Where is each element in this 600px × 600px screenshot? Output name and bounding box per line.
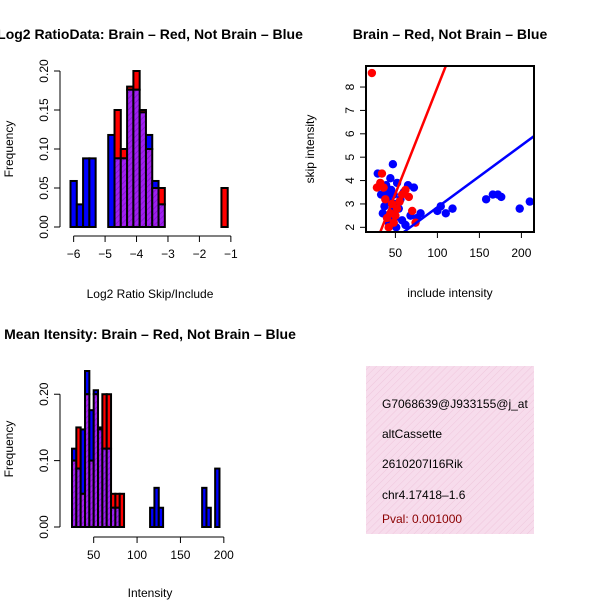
scatter-point-not-brain: [497, 192, 506, 202]
intensity-y-tick-label: 0.00: [37, 515, 51, 539]
info-gene-name: 2610207I16Rik: [382, 457, 464, 471]
scatter-point-brain: [377, 169, 387, 178]
ratio-bar-overlap: [157, 203, 166, 229]
scatter-point-brain: [389, 218, 398, 227]
scatter-fit-line-brain: [379, 66, 447, 232]
ratio-bar-brain: [157, 187, 166, 206]
scatter-y-tick-label: 7: [343, 107, 357, 114]
scatter-plot-frame: [365, 65, 535, 233]
gene-info-panel: G7068639@J933155@j_at altCassette 261020…: [366, 366, 534, 534]
scatter-point-brain: [401, 185, 410, 195]
ratio-x-tick-label: −1: [224, 247, 238, 261]
intensity-bar-not-brain: [157, 506, 165, 528]
info-panel-background: [366, 366, 534, 534]
scatter-point-brain: [404, 192, 414, 202]
ratio-y-label: Frequency: [2, 121, 16, 178]
scatter-x-tick-label: 200: [511, 246, 531, 260]
scatter-point-not-brain: [409, 183, 419, 192]
ratio-x-tick-label: −3: [161, 247, 175, 261]
scatter-y-tick-label: 4: [343, 177, 357, 184]
scatter-y-tick-label: 3: [343, 200, 357, 207]
ratio-bars: [69, 70, 229, 229]
ratio-y-tick-label: 0.00: [37, 215, 51, 239]
scatter-y-tick-label: 5: [343, 154, 357, 161]
scatter-point-brain: [392, 204, 402, 213]
intensity-y-tick-label: 0.20: [37, 382, 51, 406]
intensity-bar-brain: [118, 492, 126, 528]
scatter-point-brain: [391, 211, 400, 220]
scatter-x-tick-label: 150: [469, 246, 489, 260]
intensity-x-tick-label: 50: [87, 548, 101, 562]
info-event-id: G7068639@J933155@j_at: [382, 397, 528, 411]
scatter-point-not-brain: [416, 209, 425, 218]
intensity-axes: 50 100 150 200 0.00 0.10 0.20: [37, 382, 234, 562]
ratio-x-tick-label: −5: [98, 247, 112, 261]
scatter-marks: [367, 66, 534, 232]
ratio-bar-not-brain: [88, 157, 97, 228]
ratio-chart-title: Log2 RatioData: Brain – Red, Not Brain –…: [0, 26, 303, 42]
scatter-point-not-brain: [481, 195, 491, 204]
scatter-point-brain: [379, 183, 388, 192]
info-pval: Pval: 0.001000: [382, 512, 462, 526]
intensity-chart-title: Mean Itensity: Brain – Red, Not Brain – …: [4, 326, 296, 342]
scatter-point-brain: [367, 68, 377, 78]
ratio-bar-brain: [220, 187, 229, 228]
ratio-y-tick-label: 0.20: [37, 59, 51, 83]
ratio-y-tick-label: 0.15: [37, 98, 51, 122]
intensity-bar-not-brain: [205, 506, 212, 528]
scatter-point-not-brain: [515, 204, 524, 213]
scatter-point-brain: [381, 195, 390, 204]
intensity-y-tick-label: 0.10: [37, 449, 51, 473]
scatter-axes: 50 100 150 200 2 3 4 5 6 7 8: [343, 65, 535, 260]
scatter-point-brain: [395, 197, 404, 206]
scatter-y-label: skip intensity: [303, 115, 317, 184]
intensity-bar-overlap: [105, 447, 113, 529]
intensity-bars: [71, 370, 221, 529]
scatter-point-not-brain: [401, 220, 410, 230]
scatter-plot-area: [367, 66, 534, 232]
scatter-point-not-brain: [448, 204, 457, 213]
scatter-x-tick-label: 50: [389, 246, 403, 260]
info-event-type: altCassette: [382, 427, 442, 441]
ratio-bar-brain: [132, 70, 141, 91]
intensity-bar-not-brain: [214, 467, 221, 528]
ratio-bar-not-brain: [151, 179, 160, 189]
scatter-x-label: include intensity: [407, 286, 492, 300]
ratio-y-tick-label: 0.10: [37, 137, 51, 161]
scatter-fit-line-not-brain: [403, 135, 534, 232]
intensity-x-tick-label: 200: [214, 548, 234, 562]
ratio-x-tick-label: −4: [130, 247, 144, 261]
scatter-y-tick-label: 2: [343, 224, 357, 231]
intensity-bar-not-brain: [84, 370, 91, 396]
scatter-point-not-brain: [525, 197, 534, 206]
scatter-point-brain: [408, 206, 417, 216]
scatter-chart-title: Brain – Red, Not Brain – Blue: [353, 26, 548, 42]
info-locus: chr4.17418–1.6: [382, 488, 466, 502]
ratio-x-label: Log2 Ratio Skip/Include: [87, 287, 214, 301]
ratio-bar-not-brain: [144, 133, 154, 151]
mean-intensity-histogram-chart: Mean Itensity: Brain – Red, Not Brain – …: [2, 326, 296, 600]
intensity-y-label: Frequency: [2, 421, 16, 478]
intensity-bar-brain: [105, 393, 113, 450]
scatter-y-tick-label: 8: [343, 83, 357, 90]
intensity-scatter-chart: Brain – Red, Not Brain – Blue include in…: [303, 26, 547, 300]
scatter-point-not-brain: [388, 159, 398, 169]
intensity-x-label: Intensity: [128, 586, 173, 600]
ratio-x-tick-label: −2: [193, 247, 207, 261]
ratio-axes: −6 −5 −4 −3 −2 −1 0.00 0.05 0.10 0.15 0.20: [37, 59, 238, 261]
scatter-y-tick-label: 6: [343, 130, 357, 137]
intensity-x-tick-label: 150: [170, 548, 190, 562]
ratio-x-tick-label: −6: [67, 247, 81, 261]
scatter-point-not-brain: [386, 174, 395, 183]
intensity-x-tick-label: 100: [127, 548, 147, 562]
ratio-histogram-chart: Log2 RatioData: Brain – Red, Not Brain –…: [0, 26, 303, 301]
scatter-point-not-brain: [441, 209, 450, 218]
scatter-x-tick-label: 100: [427, 246, 447, 260]
ratio-y-tick-label: 0.05: [37, 176, 51, 200]
